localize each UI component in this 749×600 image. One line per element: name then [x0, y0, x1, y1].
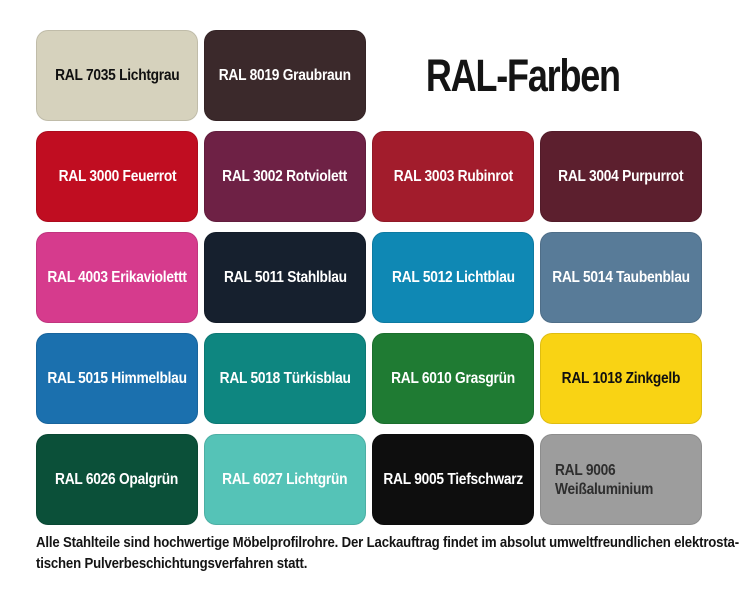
swatch-label: RAL 5011 Stahlblau: [223, 268, 347, 286]
swatch-ral-5012-lichtblau: RAL 5012 Lichtblau: [372, 232, 534, 323]
swatch-label: RAL 1018 Zinkgelb: [561, 369, 681, 387]
swatch-label: RAL 5012 Lichtblau: [391, 268, 515, 286]
title-cell: RAL-Farben: [372, 30, 702, 121]
swatch-ral-3003-rubinrot: RAL 3003 Rubinrot: [372, 131, 534, 222]
swatch-label: RAL 5014 Taubenblau: [552, 268, 690, 286]
swatch-ral-5015-himmelblau: RAL 5015 Himmelblau: [36, 333, 198, 424]
swatch-label: RAL 5015 Himmelblau: [47, 369, 187, 387]
swatch-label: RAL 9005 Tiefschwarz: [383, 470, 523, 488]
swatch-ral-9006-weissaluminium: RAL 9006 Weißaluminium: [540, 434, 702, 525]
swatch-ral-6010-grasgruen: RAL 6010 Grasgrün: [372, 333, 534, 424]
swatch-label: RAL 6026 Opalgrün: [55, 470, 179, 488]
swatch-label: RAL 3003 Rubinrot: [393, 167, 513, 185]
swatch-label: RAL 8019 Graubraun: [219, 66, 351, 84]
swatch-ral-5011-stahlblau: RAL 5011 Stahlblau: [204, 232, 366, 323]
footer-line-1: Alle Stahlteile sind hochwertige Möbelpr…: [36, 534, 739, 551]
swatch-label: RAL 6027 Lichtgrün: [222, 470, 348, 488]
swatch-ral-6027-lichtgruen: RAL 6027 Lichtgrün: [204, 434, 366, 525]
page-title: RAL-Farben: [425, 49, 621, 101]
swatch-ral-8019-graubraun: RAL 8019 Graubraun: [204, 30, 366, 121]
footer-text: Alle Stahlteile sind hochwertige Möbelpr…: [36, 532, 739, 574]
swatch-label: RAL 7035 Lichtgrau: [54, 66, 180, 84]
swatch-ral-9005-tiefschwarz: RAL 9005 Tiefschwarz: [372, 434, 534, 525]
swatch-ral-3002-rotviolett: RAL 3002 Rotviolett: [204, 131, 366, 222]
swatch-label: RAL 3004 Purpurrot: [558, 167, 684, 185]
footer-line-2: tischen Pulverbeschichtungsverfahren sta…: [36, 555, 308, 572]
swatch-ral-5014-taubenblau: RAL 5014 Taubenblau: [540, 232, 702, 323]
swatch-ral-3004-purpurrot: RAL 3004 Purpurrot: [540, 131, 702, 222]
swatch-ral-7035-lichtgrau: RAL 7035 Lichtgrau: [36, 30, 198, 121]
swatch-label: RAL 3000 Feuerrot: [58, 167, 176, 185]
swatch-label: RAL 4003 Erikaviolettt: [47, 268, 187, 286]
swatch-label: RAL 3002 Rotviolett: [222, 167, 348, 185]
swatch-ral-1018-zinkgelb: RAL 1018 Zinkgelb: [540, 333, 702, 424]
color-swatch-grid: RAL 7035 Lichtgrau RAL 8019 Graubraun RA…: [36, 30, 702, 525]
swatch-label: RAL 9006 Weißaluminium: [555, 461, 654, 498]
swatch-label: RAL 6010 Grasgrün: [391, 369, 515, 387]
swatch-ral-5018-tuerkisblau: RAL 5018 Türkisblau: [204, 333, 366, 424]
swatch-ral-3000-feuerrot: RAL 3000 Feuerrot: [36, 131, 198, 222]
swatch-ral-4003-erikaviolett: RAL 4003 Erikaviolettt: [36, 232, 198, 323]
swatch-label: RAL 5018 Türkisblau: [219, 369, 351, 387]
swatch-ral-6026-opalgruen: RAL 6026 Opalgrün: [36, 434, 198, 525]
